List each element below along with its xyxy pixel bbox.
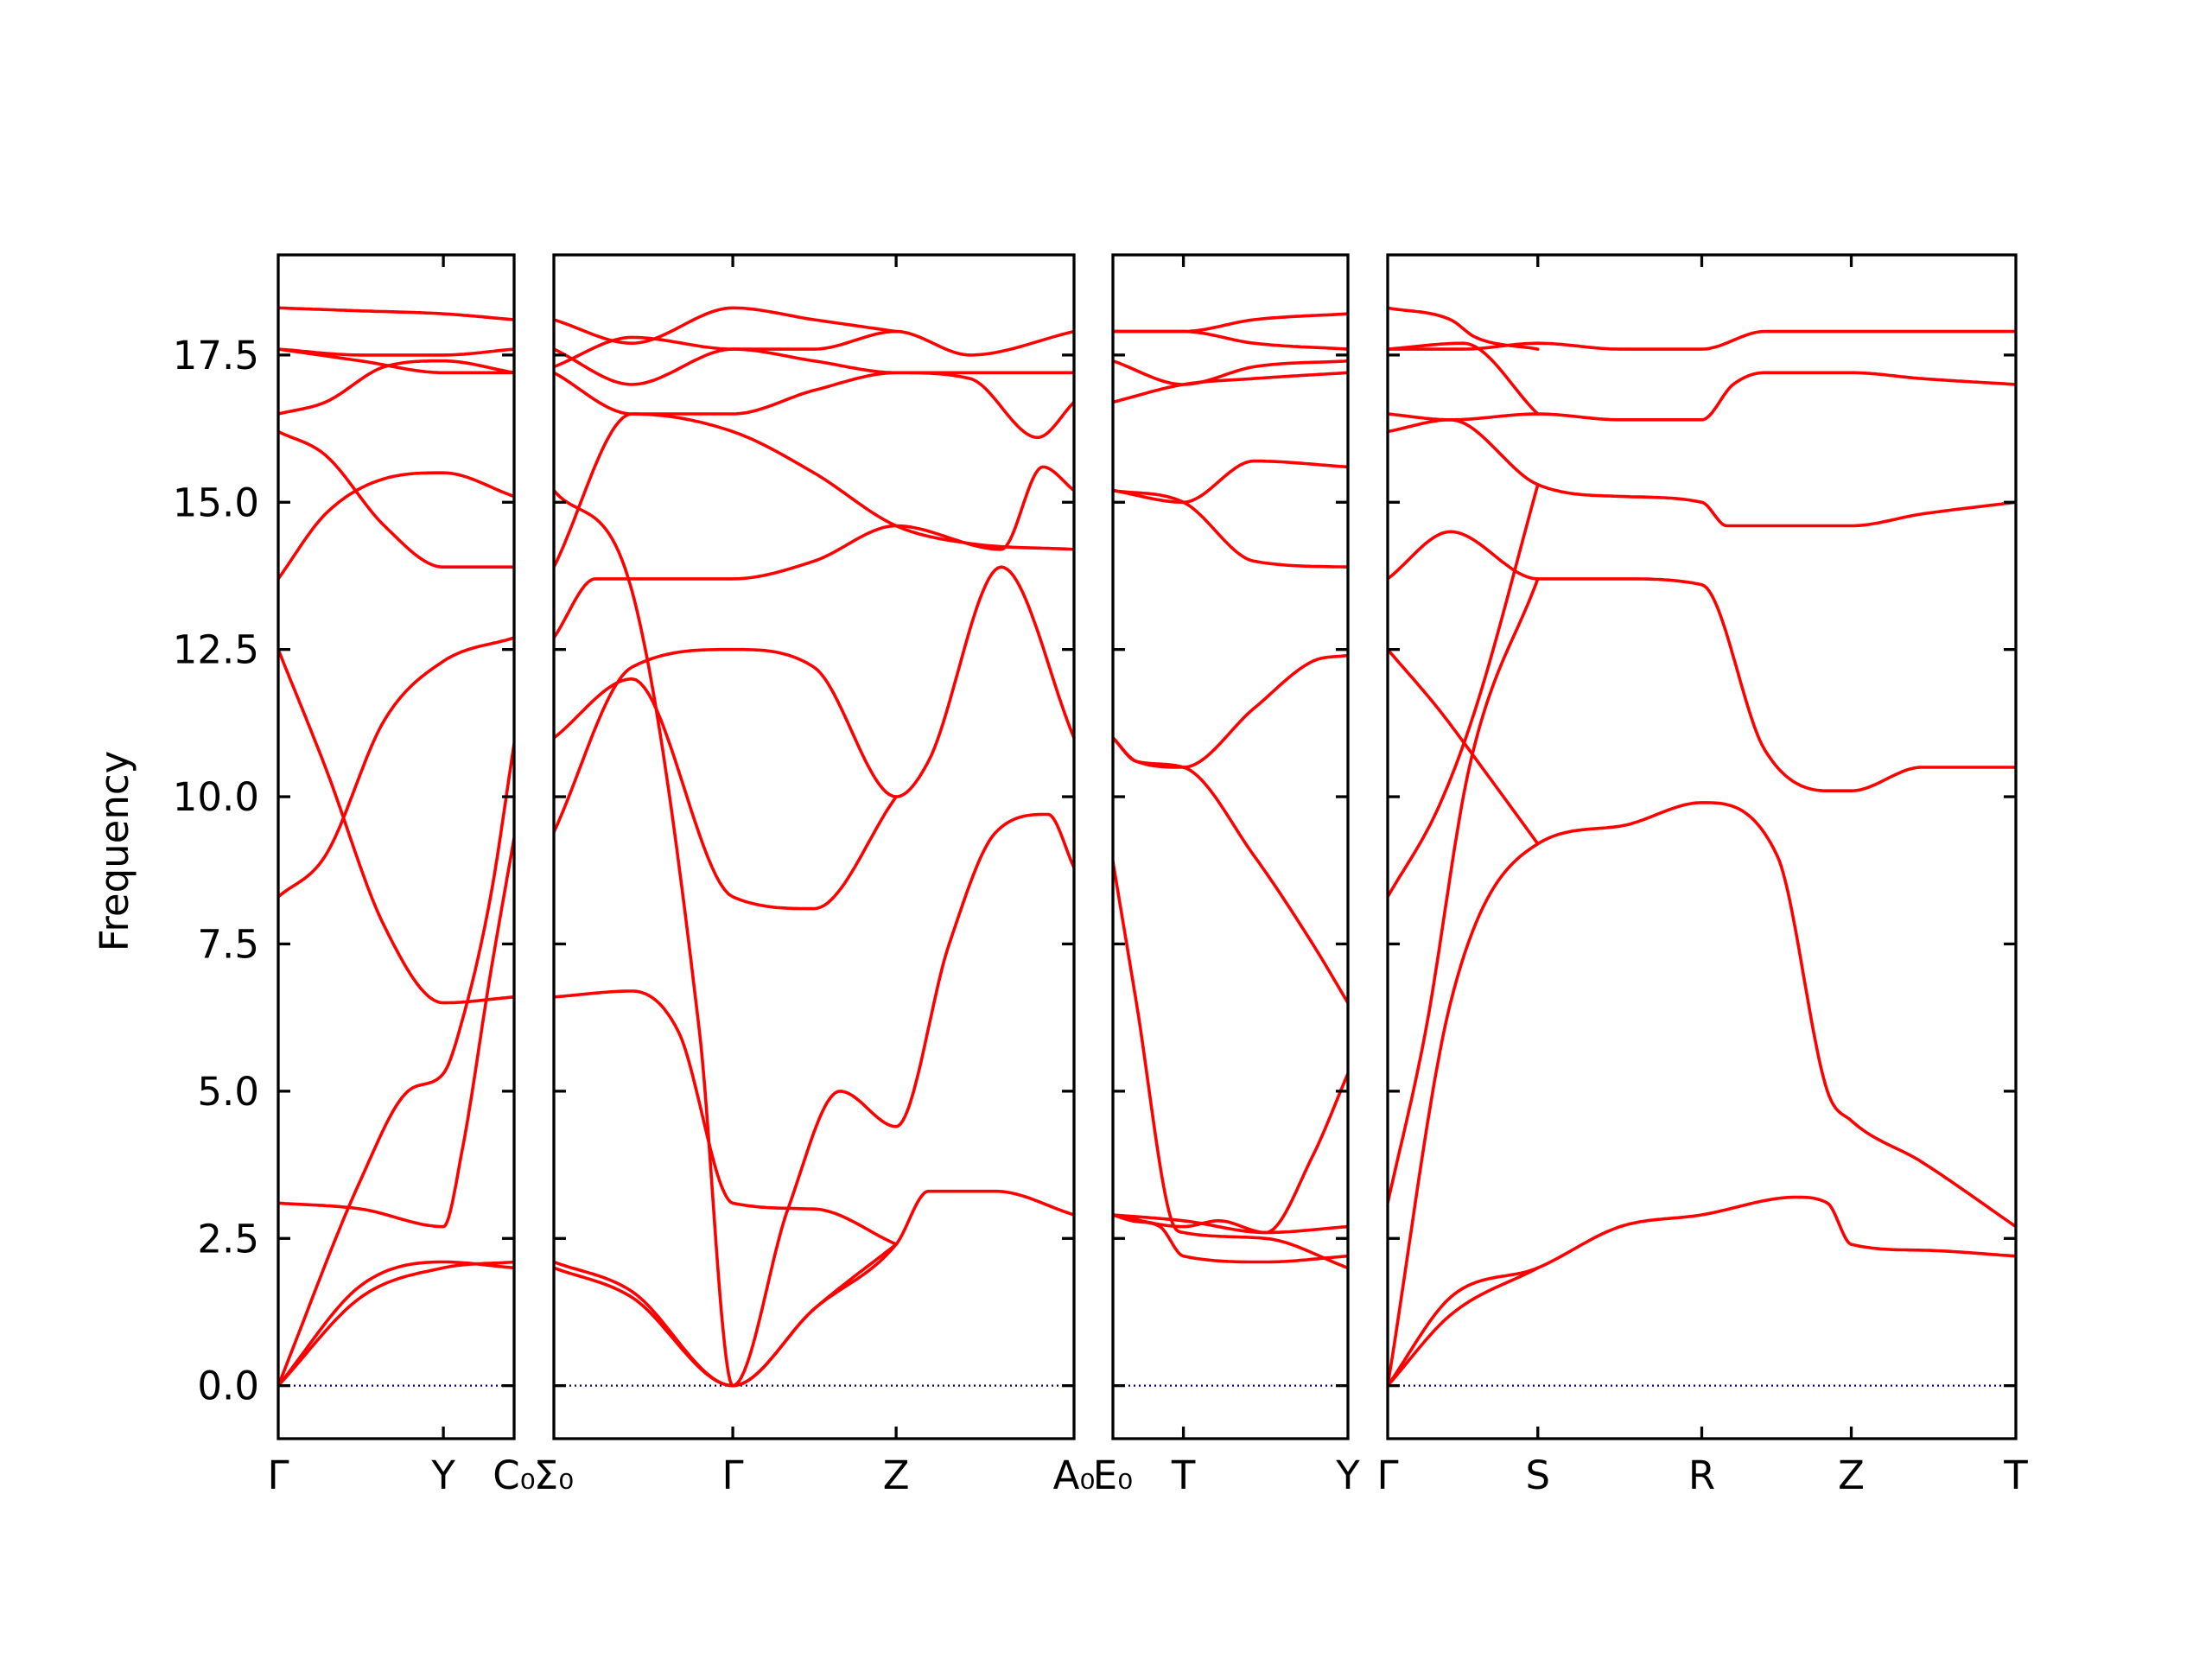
band-4 — [278, 836, 514, 1229]
band-6 — [1388, 647, 1540, 846]
x-tick-label: Γ — [1376, 1452, 1398, 1498]
band-4 — [554, 488, 1074, 1388]
band-2 — [278, 1260, 514, 1388]
x-tick-label: Y — [430, 1452, 455, 1498]
panel-3: E₀ T Y — [1093, 253, 1360, 1498]
band-11 — [1113, 329, 1348, 351]
band-7 — [1113, 488, 1348, 569]
band-11 — [554, 329, 1074, 369]
band-4 — [1388, 577, 1540, 1205]
bands — [1113, 312, 1348, 1387]
y-tick-label: 12.5 — [173, 627, 259, 673]
x-tick-label: C₀ — [493, 1452, 535, 1498]
panel-frame — [276, 253, 516, 1440]
x-tick-label: Γ — [722, 1452, 744, 1498]
band-7 — [1388, 530, 2016, 792]
y-tick-label: 7.5 — [197, 921, 259, 967]
band-9 — [1113, 371, 1348, 404]
band-10 — [1388, 341, 1540, 416]
band-8 — [278, 429, 514, 569]
bands — [1388, 306, 2016, 1388]
panel-1: 0.0 2.5 5.0 7.5 10.0 12.5 15.0 17.5 Γ Y C₀ — [173, 253, 536, 1498]
panel-frame — [1111, 253, 1350, 1440]
band-8 — [1113, 459, 1348, 505]
band-10 — [1113, 359, 1348, 386]
panel-2: Σ₀ Γ Z A₀ — [534, 253, 1096, 1498]
x-tick-label: Z — [883, 1452, 910, 1498]
bands — [554, 306, 1074, 1388]
band-7 — [278, 471, 514, 581]
band-1 — [1388, 1195, 2016, 1388]
band-6 — [278, 647, 514, 1005]
y-tick-label: 2.5 — [197, 1216, 259, 1262]
band-9 — [1388, 371, 2016, 422]
y-tick-label: 0.0 — [197, 1363, 259, 1409]
band-2 — [1113, 860, 1348, 1270]
band-12 — [554, 306, 898, 345]
band-12 — [1113, 312, 1348, 334]
y-tick-label: 5.0 — [197, 1069, 259, 1115]
band-5 — [1113, 736, 1348, 1005]
band-2 — [1388, 1266, 1540, 1388]
band-1 — [554, 1189, 1074, 1388]
bands — [278, 306, 514, 1388]
band-12 — [278, 306, 514, 321]
x-tick-label: R — [1688, 1452, 1715, 1498]
y-tick-label: 15.0 — [173, 480, 259, 525]
band-6 — [1113, 653, 1348, 769]
band-9 — [554, 371, 1074, 440]
band-3 — [1113, 1213, 1348, 1235]
x-tick-label: Z — [1838, 1452, 1865, 1498]
band-4 — [1113, 1071, 1348, 1235]
band-2 — [554, 1243, 898, 1388]
band-11 — [1388, 329, 2016, 351]
x-tick-label: T — [2003, 1452, 2028, 1498]
band-1 — [1113, 1213, 1348, 1264]
y-tick-label: 10.0 — [173, 774, 259, 820]
band-8 — [1388, 418, 2016, 528]
band-10 — [554, 347, 1074, 386]
band-10 — [278, 347, 514, 375]
x-tick-label: Σ₀ — [534, 1452, 574, 1498]
panel-frame — [552, 253, 1076, 1440]
band-11 — [278, 347, 514, 357]
band-3 — [278, 741, 514, 1388]
band-8 — [554, 412, 1074, 569]
x-tick-label: S — [1525, 1452, 1550, 1498]
band-6 — [554, 677, 898, 911]
y-tick-label: 17.5 — [173, 333, 259, 378]
band-3 — [1388, 801, 2016, 1388]
band-3 — [554, 989, 898, 1246]
x-tick-label: A₀ — [1053, 1452, 1096, 1498]
x-tick-label: Γ — [267, 1452, 289, 1498]
band-5 — [554, 565, 1074, 834]
x-tick-label: Y — [1335, 1452, 1360, 1498]
band-9 — [278, 359, 514, 416]
y-axis-title: Frequency — [92, 751, 137, 951]
band-7 — [554, 465, 1074, 639]
x-tick-label: E₀ — [1093, 1452, 1133, 1498]
band-5 — [1388, 483, 1540, 899]
band-5 — [278, 636, 514, 899]
panel-frame — [1386, 253, 2018, 1440]
x-tick-label: T — [1171, 1452, 1196, 1498]
band-12 — [1388, 306, 1540, 351]
